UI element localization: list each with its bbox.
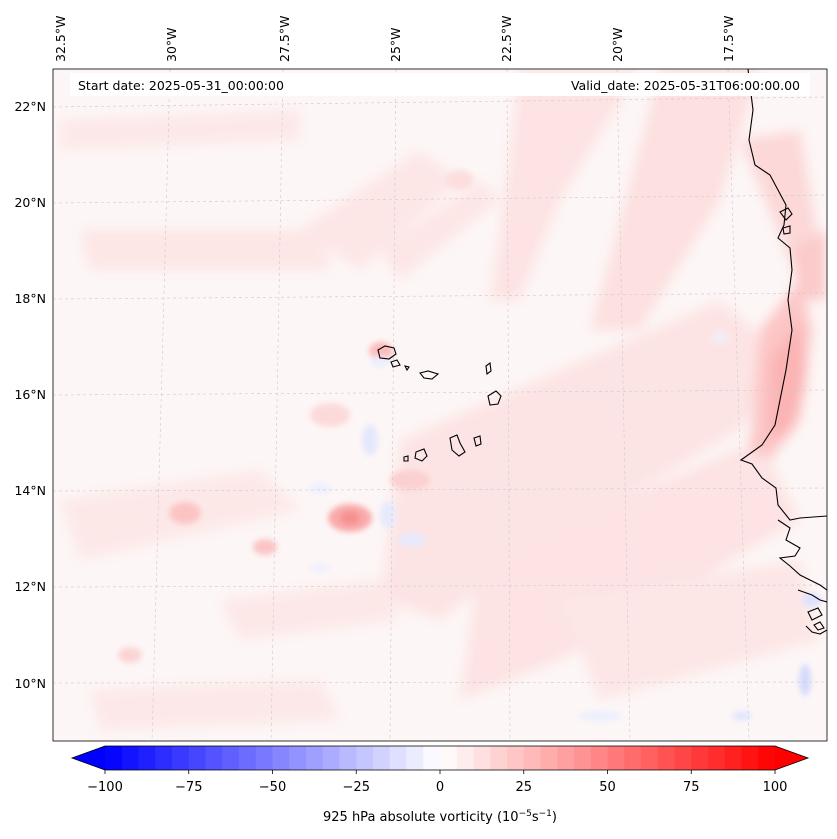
- island-santa-luzia: [403, 365, 410, 372]
- colorbar-tick-label: −100: [87, 780, 123, 795]
- colorbar-segment: [255, 746, 274, 770]
- island-fogo: [414, 448, 428, 462]
- colorbar-segment: [205, 746, 223, 770]
- island-maio: [473, 435, 482, 447]
- lat-label-20n: 20°N: [14, 195, 46, 210]
- vorticity-positive-bands: [60, 69, 820, 730]
- colorbar-extend-min: [72, 746, 105, 770]
- colorbar-tick-label: −50: [259, 780, 286, 795]
- colorbar-segment: [574, 746, 592, 770]
- colorbar-segment: [456, 746, 475, 770]
- island-santiago: [449, 434, 466, 457]
- lon-label-22-5w: 22.5°W: [499, 16, 514, 62]
- colorbar-segment: [691, 746, 709, 770]
- colorbar-segment: [423, 746, 441, 770]
- colorbar-segment: [590, 746, 609, 770]
- cape-verde-islands: [377, 345, 502, 462]
- info-strip: [70, 73, 810, 96]
- vorticity-coastal-band: [740, 130, 826, 460]
- lon-label-25w: 25°W: [388, 27, 403, 62]
- colorbar-segment: [741, 746, 759, 770]
- colorbar-segment: [306, 746, 324, 770]
- longitude-labels: 32.5°W 30°W 27.5°W 25°W 22.5°W 20°W 17.5…: [53, 16, 736, 62]
- coastline-senegal-gambia: [777, 519, 827, 591]
- colorbar-segment: [222, 746, 240, 770]
- colorbar-segment: [624, 746, 642, 770]
- colorbar-segment: [540, 746, 558, 770]
- colorbar-segment: [758, 746, 776, 770]
- colorbar-segment: [557, 746, 575, 770]
- colorbar-segment: [322, 746, 341, 770]
- colorbar-tick-label: −25: [343, 780, 370, 795]
- colorbar-tick-label: 75: [683, 780, 700, 795]
- map-frame: [52, 68, 828, 742]
- colorbar-segment: [172, 746, 190, 770]
- colorbar: −100 −75 −50 −25 0 25 50 75 100 925 hPa absolute…: [70, 745, 810, 825]
- lat-label-12n: 12°N: [14, 579, 46, 594]
- colorbar-segment: [724, 746, 743, 770]
- colorbar-segment: [641, 746, 659, 770]
- lon-label-27-5w: 27.5°W: [277, 16, 292, 62]
- lat-label-22n: 22°N: [14, 99, 46, 114]
- banc-arguin-islands: [779, 207, 793, 235]
- map-panel: Start date: 2025-05-31_00:00:00 Valid_da…: [52, 68, 828, 742]
- colorbar-segment: [607, 746, 625, 770]
- colorbar-tick-label: 0: [436, 780, 444, 795]
- colorbar-segment: [138, 746, 156, 770]
- colorbar-segment: [507, 746, 525, 770]
- colorbar-tick-label: −75: [175, 780, 202, 795]
- colorbar-segment: [708, 746, 726, 770]
- coastline-guinea-bissau: [797, 589, 827, 635]
- colorbar-ticks: −100 −75 −50 −25 0 25 50 75 100: [87, 770, 787, 795]
- colorbar-tick-label: 100: [763, 780, 788, 795]
- lat-label-14n: 14°N: [14, 483, 46, 498]
- colorbar-segment: [657, 746, 676, 770]
- island-boa-vista: [487, 390, 502, 406]
- island-brava: [403, 455, 409, 462]
- colorbar-segment: [339, 746, 357, 770]
- colorbar-segment: [105, 746, 123, 770]
- latitude-labels: 22°N 20°N 18°N 16°N 14°N 12°N 10°N: [14, 99, 46, 691]
- vorticity-local-features: [118, 170, 822, 722]
- colorbar-segment: [373, 746, 391, 770]
- lon-label-17-5w: 17.5°W: [721, 16, 736, 62]
- colorbar-tick-label: 50: [599, 780, 616, 795]
- island-sao-vicente: [390, 359, 401, 368]
- lon-label-32-5w: 32.5°W: [53, 16, 68, 62]
- lat-label-18n: 18°N: [14, 291, 46, 306]
- african-coastline: [739, 69, 827, 635]
- colorbar-segment: [389, 746, 408, 770]
- lat-label-10n: 10°N: [14, 676, 46, 691]
- colorbar-segment: [155, 746, 173, 770]
- colorbar-segment: [523, 746, 542, 770]
- colorbar-segment: [406, 746, 424, 770]
- lon-label-20w: 20°W: [610, 27, 625, 62]
- island-santo-antao: [377, 345, 397, 360]
- colorbar-segment: [121, 746, 140, 770]
- lat-label-16n: 16°N: [14, 387, 46, 402]
- colorbar-segment: [188, 746, 207, 770]
- colorbar-segment: [356, 746, 374, 770]
- colorbar-tick-label: 25: [515, 780, 532, 795]
- island-sal: [485, 361, 492, 376]
- colorbar-segment: [289, 746, 307, 770]
- colorbar-segment: [272, 746, 290, 770]
- colorbar-segment: [473, 746, 491, 770]
- colorbar-segment: [239, 746, 257, 770]
- colorbar-label: 925 hPa absolute vorticity (10−5s−1): [323, 809, 557, 825]
- colorbar-segment: [440, 746, 458, 770]
- graticule: [53, 69, 827, 741]
- colorbar-segment: [674, 746, 692, 770]
- vorticity-field: [60, 69, 826, 730]
- island-sao-nicolau: [419, 370, 440, 380]
- coastline-mauritania: [739, 69, 827, 521]
- colorbar-segment: [490, 746, 508, 770]
- lon-label-30w: 30°W: [164, 27, 179, 62]
- start-date-label: Start date: 2025-05-31_00:00:00: [78, 78, 284, 93]
- valid-date-label: Valid_date: 2025-05-31T06:00:00.00: [571, 78, 800, 93]
- colorbar-segments: [105, 746, 776, 770]
- colorbar-extend-max: [775, 746, 808, 770]
